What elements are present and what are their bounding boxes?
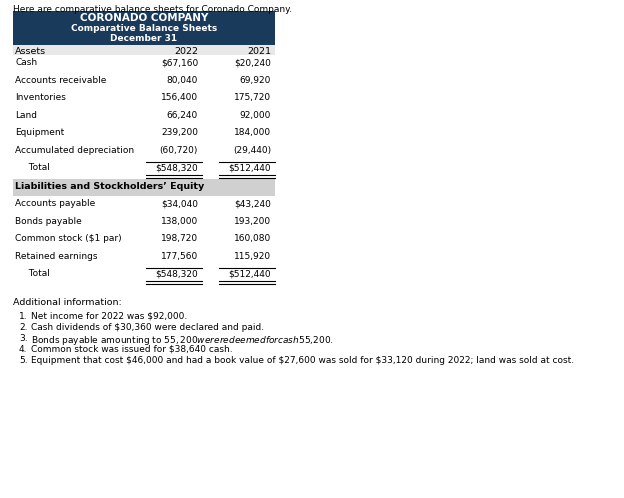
FancyBboxPatch shape: [13, 142, 275, 160]
Text: (60,720): (60,720): [160, 145, 198, 154]
Text: $43,240: $43,240: [234, 199, 271, 208]
FancyBboxPatch shape: [13, 73, 275, 90]
Text: Accounts payable: Accounts payable: [15, 199, 95, 208]
FancyBboxPatch shape: [13, 178, 275, 196]
FancyBboxPatch shape: [13, 55, 275, 73]
Text: 5.: 5.: [19, 356, 27, 365]
Text: (29,440): (29,440): [233, 145, 271, 154]
Text: 198,720: 198,720: [161, 234, 198, 243]
Text: Cash dividends of $30,360 were declared and paid.: Cash dividends of $30,360 were declared …: [31, 323, 264, 332]
FancyBboxPatch shape: [13, 266, 275, 283]
Text: 175,720: 175,720: [234, 93, 271, 102]
Text: Retained earnings: Retained earnings: [15, 251, 97, 260]
Text: 239,200: 239,200: [161, 128, 198, 137]
Text: 1.: 1.: [19, 312, 27, 321]
FancyBboxPatch shape: [13, 108, 275, 125]
Text: Here are comparative balance sheets for Coronado Company.: Here are comparative balance sheets for …: [13, 5, 292, 14]
Text: 66,240: 66,240: [167, 111, 198, 120]
Text: Total: Total: [23, 269, 50, 278]
Text: 2.: 2.: [19, 323, 27, 332]
Text: Liabilities and Stockholders’ Equity: Liabilities and Stockholders’ Equity: [15, 181, 204, 191]
FancyBboxPatch shape: [13, 160, 275, 177]
Text: 3.: 3.: [19, 334, 27, 343]
Text: 193,200: 193,200: [234, 217, 271, 226]
Text: $20,240: $20,240: [234, 58, 271, 67]
Text: 69,920: 69,920: [240, 76, 271, 85]
Text: Equipment: Equipment: [15, 128, 64, 137]
Text: Bonds payable amounting to $55,200 were redeemed for cash $55,200.: Bonds payable amounting to $55,200 were …: [31, 334, 334, 347]
Text: Common stock ($1 par): Common stock ($1 par): [15, 234, 122, 243]
Text: $548,320: $548,320: [155, 269, 198, 278]
Text: Accounts receivable: Accounts receivable: [15, 76, 106, 85]
Text: Equipment that cost $46,000 and had a book value of $27,600 was sold for $33,120: Equipment that cost $46,000 and had a bo…: [31, 356, 574, 365]
FancyBboxPatch shape: [13, 231, 275, 249]
FancyBboxPatch shape: [13, 249, 275, 266]
Text: Comparative Balance Sheets: Comparative Balance Sheets: [71, 24, 217, 33]
Text: CORONADO COMPANY: CORONADO COMPANY: [80, 13, 208, 23]
Text: 80,040: 80,040: [167, 76, 198, 85]
Text: 2022: 2022: [174, 47, 198, 56]
Text: $67,160: $67,160: [161, 58, 198, 67]
Text: Net income for 2022 was $92,000.: Net income for 2022 was $92,000.: [31, 312, 187, 321]
Text: 92,000: 92,000: [240, 111, 271, 120]
Text: Common stock was issued for $38,640 cash.: Common stock was issued for $38,640 cash…: [31, 345, 233, 354]
Text: Bonds payable: Bonds payable: [15, 217, 82, 226]
FancyBboxPatch shape: [13, 90, 275, 108]
Text: 115,920: 115,920: [234, 251, 271, 260]
Text: 160,080: 160,080: [234, 234, 271, 243]
Text: 184,000: 184,000: [234, 128, 271, 137]
Text: 156,400: 156,400: [161, 93, 198, 102]
FancyBboxPatch shape: [13, 214, 275, 231]
Text: Inventories: Inventories: [15, 93, 66, 102]
Text: $548,320: $548,320: [155, 163, 198, 172]
Text: Accumulated depreciation: Accumulated depreciation: [15, 145, 134, 154]
FancyBboxPatch shape: [13, 196, 275, 214]
Text: Additional information:: Additional information:: [13, 297, 122, 306]
FancyBboxPatch shape: [13, 11, 275, 45]
Text: $512,440: $512,440: [228, 269, 271, 278]
FancyBboxPatch shape: [13, 125, 275, 142]
Text: December 31: December 31: [110, 34, 178, 43]
FancyBboxPatch shape: [13, 45, 275, 55]
Text: Land: Land: [15, 111, 37, 120]
Text: $34,040: $34,040: [161, 199, 198, 208]
Text: 177,560: 177,560: [161, 251, 198, 260]
Text: Cash: Cash: [15, 58, 37, 67]
Text: Total: Total: [23, 163, 50, 172]
Text: 4.: 4.: [19, 345, 27, 354]
Text: Assets: Assets: [15, 47, 46, 56]
Text: $512,440: $512,440: [228, 163, 271, 172]
Text: 2021: 2021: [247, 47, 271, 56]
Text: 138,000: 138,000: [161, 217, 198, 226]
